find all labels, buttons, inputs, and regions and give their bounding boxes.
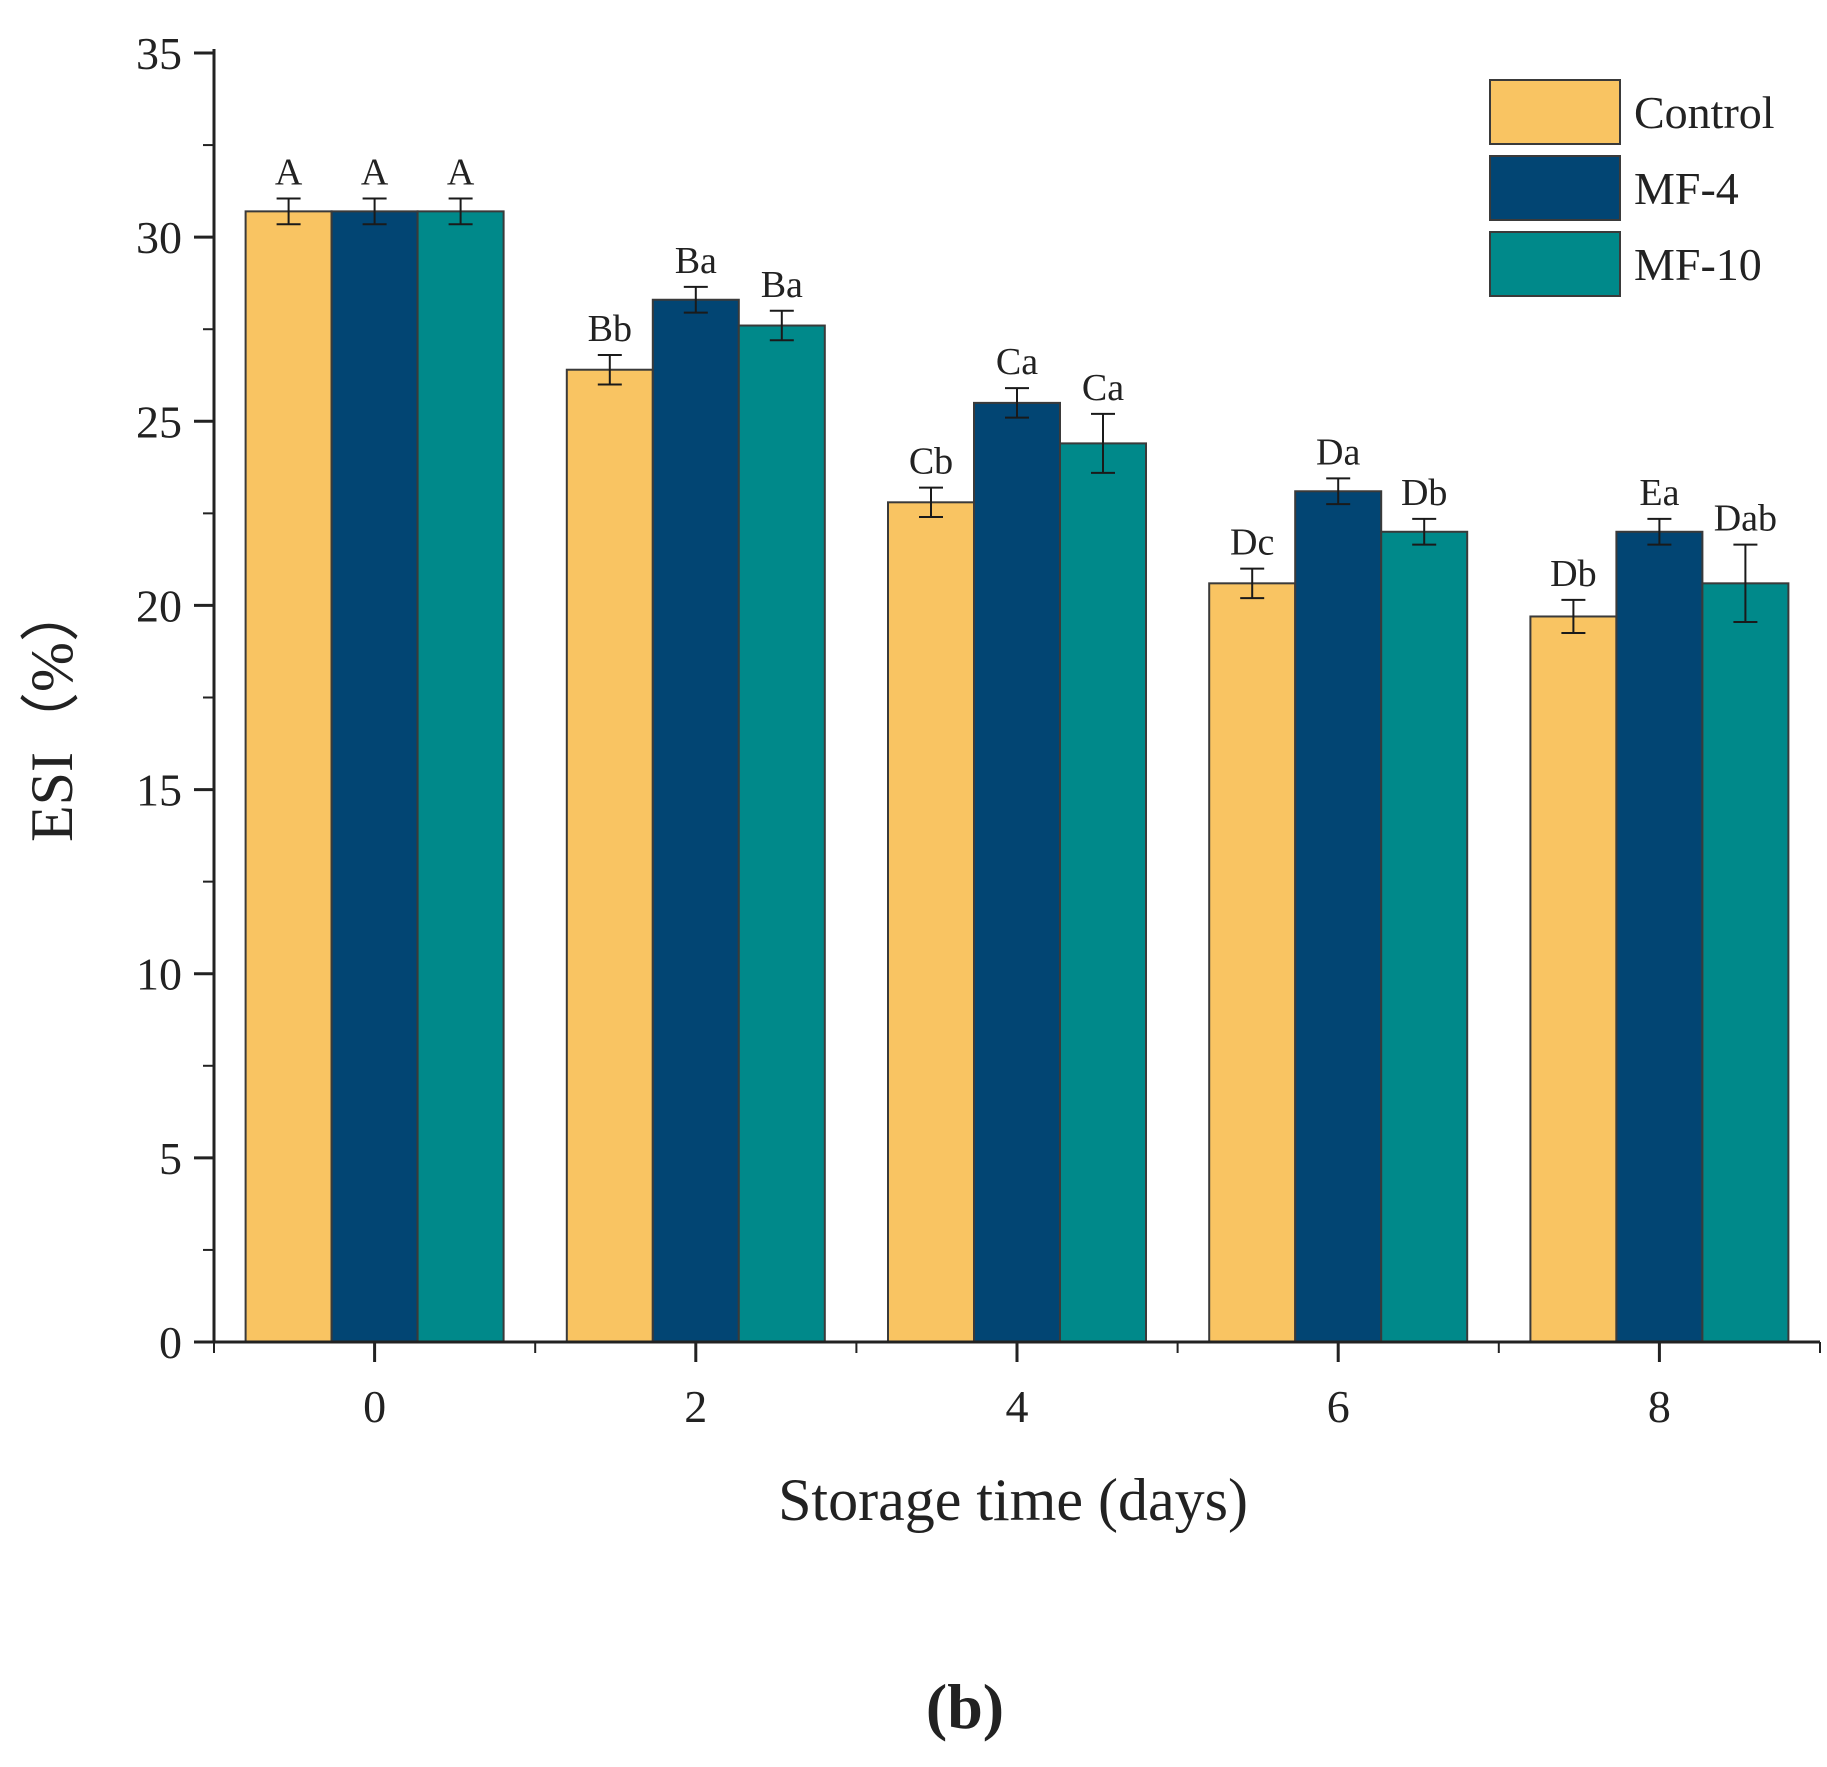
y-tick-label: 35 (136, 28, 182, 79)
bars-layer (244, 210, 1790, 1344)
significance-label: A (361, 151, 389, 193)
y-tick-label: 10 (136, 949, 182, 1000)
x-axis-title: Storage time (days) (778, 1467, 1248, 1533)
x-tick-label: 2 (684, 1381, 707, 1432)
legend-swatch (1489, 231, 1621, 297)
significance-label: Db (1401, 472, 1447, 514)
bar (887, 501, 975, 1343)
bar (1059, 442, 1147, 1343)
bar (1294, 490, 1383, 1343)
significance-label: Da (1316, 431, 1360, 473)
bar (1380, 530, 1469, 1343)
y-tick-label: 15 (136, 765, 182, 816)
significance-label: Ca (1082, 367, 1124, 409)
x-tick-label: 6 (1327, 1381, 1350, 1432)
y-tick-label: 5 (159, 1133, 182, 1184)
bar (1615, 530, 1704, 1343)
bar (565, 368, 654, 1343)
bar (416, 210, 505, 1343)
significance-label: Ba (675, 240, 717, 282)
bar (1208, 582, 1297, 1343)
bar (1701, 582, 1790, 1343)
legend-swatch (1489, 155, 1621, 221)
y-axis-title: ESI（%） (19, 582, 85, 842)
bar (244, 210, 333, 1343)
x-tick-label: 4 (1006, 1381, 1029, 1432)
y-tick-label: 20 (136, 580, 182, 631)
y-tick-label: 25 (136, 396, 182, 447)
significance-label: Ca (996, 341, 1038, 383)
significance-label: Ba (761, 264, 803, 306)
significance-labels-layer: A Bb Cb Dc Db A Ba Ca Da Ea A Ba Ca Db Dab (275, 151, 1777, 594)
significance-label: Cb (909, 441, 953, 483)
bar (330, 210, 419, 1343)
legend-swatch (1489, 79, 1621, 145)
y-tick-label: 0 (159, 1317, 182, 1368)
bar (651, 298, 740, 1343)
bar (1529, 615, 1618, 1343)
significance-label: A (275, 151, 303, 193)
legend-label: MF-4 (1634, 163, 1739, 214)
bar (973, 401, 1061, 1344)
y-tick-label: 30 (136, 212, 182, 263)
axes-layer: 0 5 10 15 20 25 30 35 0 2 4 6 8 (136, 28, 1821, 1432)
significance-label: Bb (588, 308, 632, 350)
legend-label: Control (1634, 87, 1775, 138)
x-tick-label: 8 (1648, 1381, 1671, 1432)
significance-label: Dc (1230, 522, 1274, 564)
error-bars-layer (276, 197, 1758, 635)
significance-label: Db (1550, 553, 1596, 595)
bar (737, 324, 826, 1343)
legend-label: MF-10 (1634, 239, 1762, 290)
legend: Control MF-4 MF-10 (1489, 79, 1775, 297)
significance-label: A (447, 151, 475, 193)
x-tick-label: 0 (363, 1381, 386, 1432)
panel-label: (b) (926, 1671, 1004, 1742)
significance-label: Dab (1714, 498, 1777, 540)
significance-label: Ea (1639, 472, 1679, 514)
